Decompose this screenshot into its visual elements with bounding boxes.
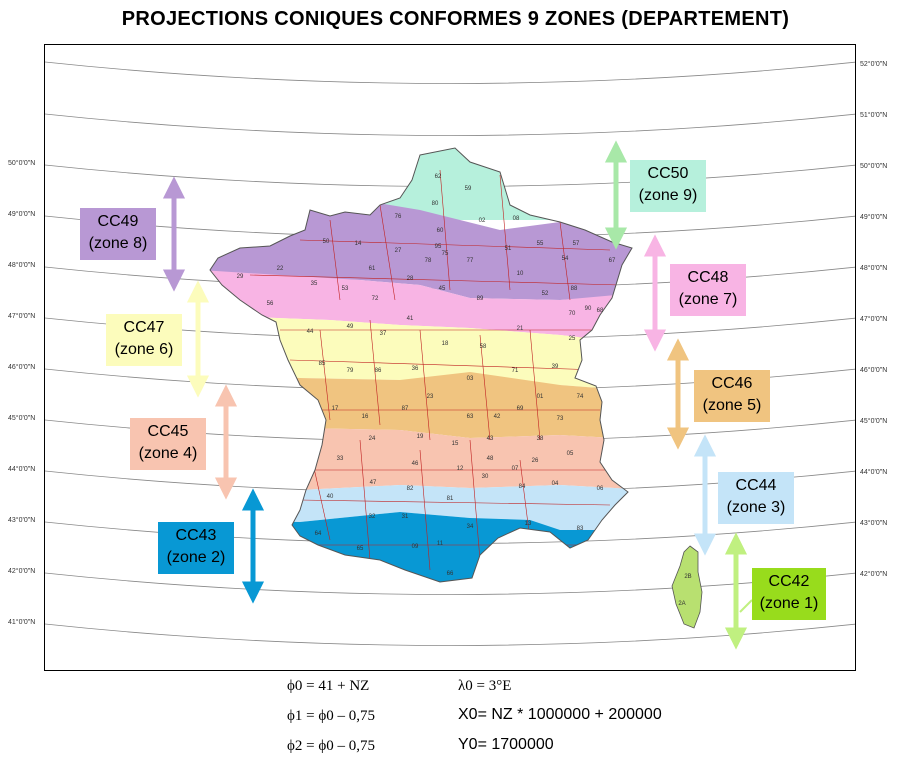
zone-label-cc50: CC50 (zone 9) [630, 160, 706, 212]
lat-label-left-42: 42°0'0"N [8, 568, 36, 575]
lat-label-right-48: 48°0'0"N [860, 265, 888, 272]
zone-label-cc43: CC43 (zone 2) [158, 522, 234, 574]
lat-label-right-50: 50°0'0"N [860, 163, 888, 170]
lat-label-left-46: 46°0'0"N [8, 364, 36, 371]
zone-number: (zone 8) [88, 235, 148, 252]
lat-label-left-49: 49°0'0"N [8, 211, 36, 218]
zone-label-cc47: CC47 (zone 6) [106, 314, 182, 366]
lat-label-left-47: 47°0'0"N [8, 313, 36, 320]
zone-number: (zone 1) [759, 595, 819, 612]
formula-x0: X0= NZ * 1000000 + 200000 [458, 706, 662, 723]
parallel-52 [45, 61, 855, 84]
zone-number: (zone 2) [166, 549, 226, 566]
parallel-42 [45, 572, 855, 595]
lat-label-right-43: 43°0'0"N [860, 520, 888, 527]
zone-number: (zone 7) [678, 291, 738, 308]
zone-number: (zone 6) [114, 341, 174, 358]
lat-label-right-47: 47°0'0"N [860, 316, 888, 323]
lat-label-right-52: 52°0'0"N [860, 61, 888, 68]
parallel-49 [45, 215, 855, 238]
zone-label-cc44: CC44 (zone 3) [718, 472, 794, 524]
lat-label-right-46: 46°0'0"N [860, 367, 888, 374]
lat-label-right-44: 44°0'0"N [860, 469, 888, 476]
zone-label-cc45: CC45 (zone 4) [130, 418, 206, 470]
lat-label-right-49: 49°0'0"N [860, 214, 888, 221]
zone-number: (zone 5) [702, 397, 762, 414]
formula-phi2: ϕ2 = ϕ0 – 0,75 [287, 738, 376, 754]
zone-number: (zone 3) [726, 499, 786, 516]
zone-name: CC42 [768, 573, 810, 590]
zone-name: CC44 [735, 477, 777, 494]
zone-label-cc48: CC48 (zone 7) [670, 264, 746, 316]
zone-name: CC43 [175, 527, 217, 544]
formula-phi1: ϕ1 = ϕ0 – 0,75 [287, 708, 376, 724]
lat-label-left-43: 43°0'0"N [8, 517, 36, 524]
zone-name: CC50 [647, 165, 689, 182]
lat-label-left-45: 45°0'0"N [8, 415, 36, 422]
zone-label-cc49: CC49 (zone 8) [80, 208, 156, 260]
zone-label-cc42: CC42 (zone 1) [752, 568, 826, 620]
parallel-50 [45, 164, 855, 187]
zone-label-cc46: CC46 (zone 5) [694, 370, 770, 422]
zone-name: CC49 [97, 213, 139, 230]
lat-label-right-45: 45°0'0"N [860, 418, 888, 425]
parallel-51 [45, 113, 855, 136]
lat-label-left-48: 48°0'0"N [8, 262, 36, 269]
zone-name: CC47 [123, 319, 165, 336]
lat-label-left-41: 41°0'0"N [8, 619, 36, 626]
formula-phi0: ϕ0 = 41 + NZ [287, 678, 370, 694]
zone-number: (zone 4) [138, 445, 198, 462]
lat-label-right-42: 42°0'0"N [860, 571, 888, 578]
zone-name: CC46 [711, 375, 753, 392]
parallel-41 [45, 623, 855, 646]
zone-name: CC45 [147, 423, 189, 440]
formula-lambda0: λ0 = 3°E [458, 678, 512, 694]
lat-label-left-44: 44°0'0"N [8, 466, 36, 473]
zone-name: CC48 [687, 269, 729, 286]
zone-number: (zone 9) [638, 187, 698, 204]
map-title: PROJECTIONS CONIQUES CONFORMES 9 ZONES (… [121, 8, 790, 30]
lat-label-right-51: 51°0'0"N [860, 112, 888, 119]
formula-y0: Y0= 1700000 [458, 736, 554, 753]
lat-label-left-50: 50°0'0"N [8, 160, 36, 167]
